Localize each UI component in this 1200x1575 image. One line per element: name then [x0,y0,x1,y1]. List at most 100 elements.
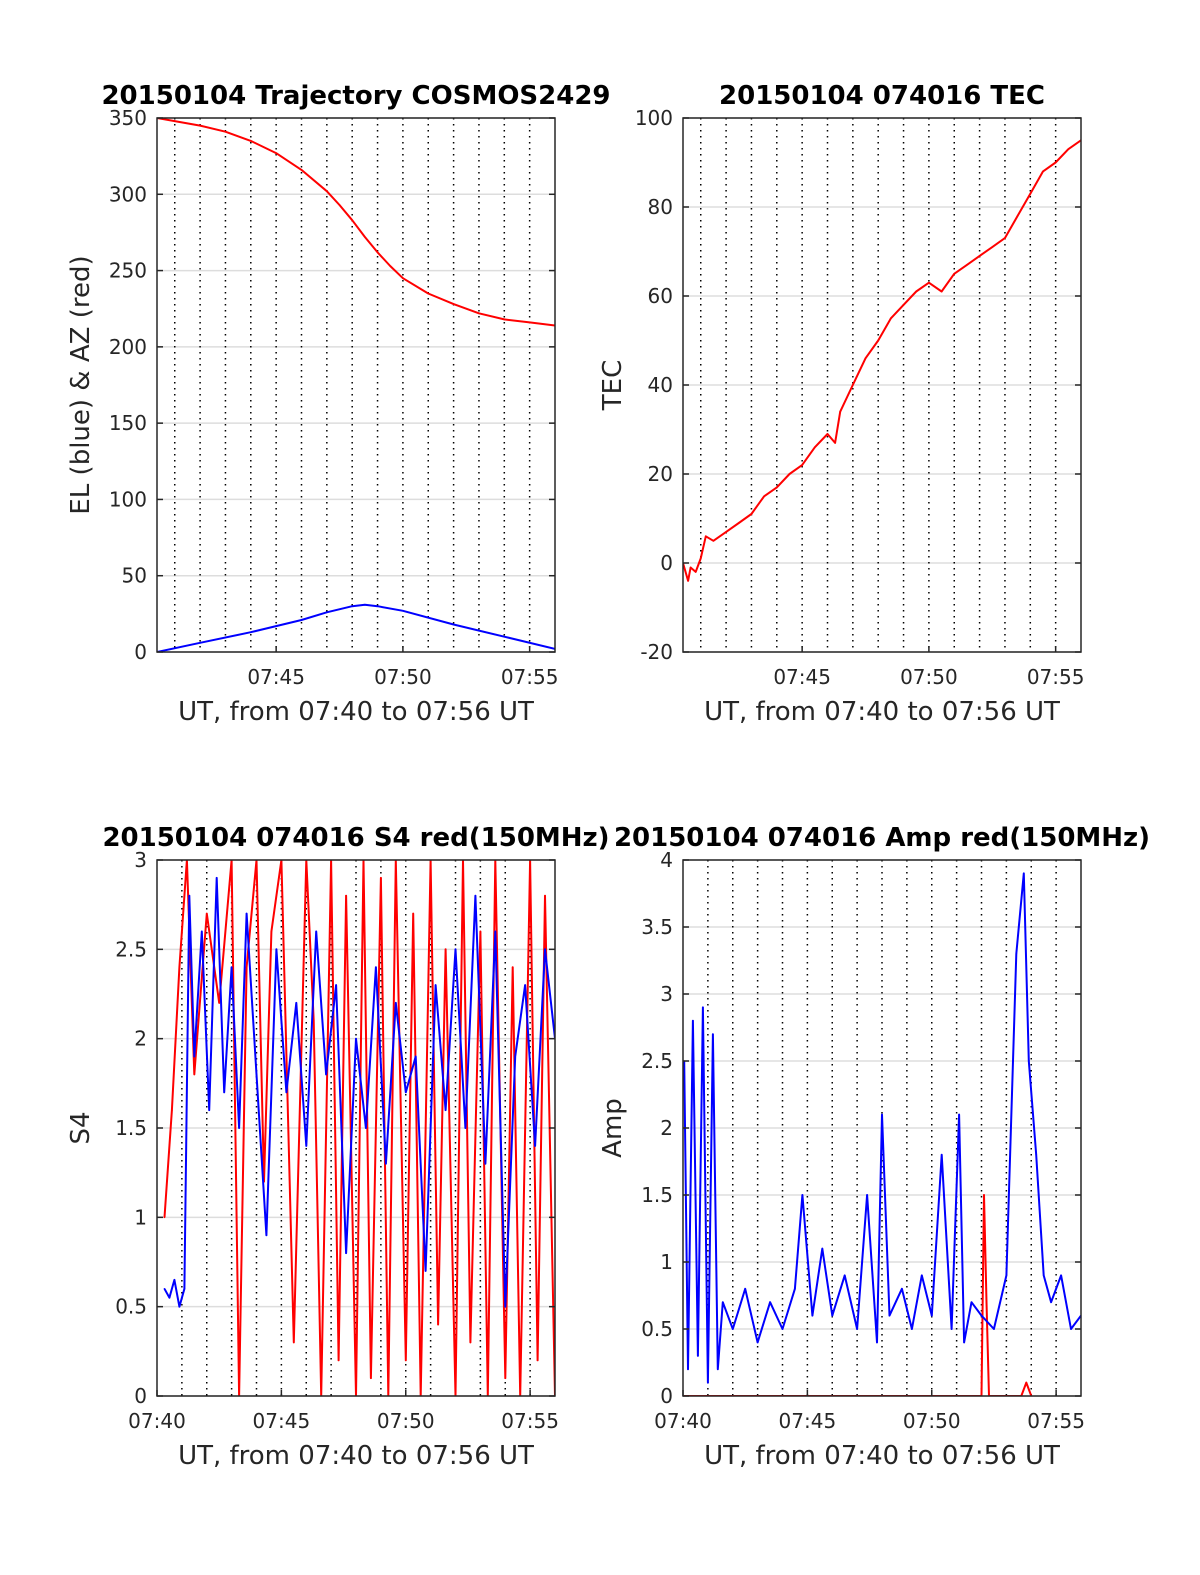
data-point [351,219,353,222]
data-point [412,912,415,915]
data-point [163,1216,166,1219]
y-tick-label: 100 [109,487,147,511]
y-tick-label: 0 [660,551,673,575]
x-axis-label: UT, from 07:40 to 07:56 UT [704,697,1060,727]
data-point [351,605,353,608]
data-point [794,1288,796,1290]
y-tick-label: 50 [122,564,147,588]
data-point [208,1109,211,1111]
data-point [731,1328,734,1330]
data-point [385,1162,387,1165]
y-axis-label: EL (blue) & AZ (red) [66,255,96,514]
data-point [707,1381,709,1384]
data-point [345,1252,347,1254]
x-tick-label: 07:50 [377,1409,435,1433]
data-point [402,277,404,280]
data-point [712,539,715,542]
y-tick-label: 200 [109,335,147,359]
data-point [888,1314,891,1317]
x-tick-label: 07:55 [501,665,559,689]
data-point [692,1020,694,1022]
data-point [1067,148,1070,150]
data-point [1070,1328,1072,1330]
data-point [911,1328,913,1330]
data-point [705,535,707,538]
y-tick-label: -20 [640,640,673,664]
data-point [902,304,905,306]
y-tick-label: 1 [660,1250,673,1274]
data-point [504,1377,507,1379]
x-tick-label: 07:45 [247,665,305,689]
data-point [801,464,803,466]
data-point [953,272,956,275]
data-point [193,1055,196,1058]
x-tick-label: 07:45 [253,1409,311,1433]
data-point [722,1301,724,1303]
chart-title: 20150104 074016 Amp red(150MHz) [614,823,1150,853]
data-point [821,1247,824,1250]
y-tick-label: 350 [109,106,147,130]
data-point [834,442,836,444]
series-line-1 [157,118,555,327]
data-point [978,255,981,257]
data-point [168,1296,171,1299]
data-point [901,1288,903,1290]
data-point [534,1145,536,1147]
y-tick-label: 0 [134,640,147,664]
data-point [404,1359,407,1362]
data-point [395,1002,397,1004]
data-point [528,321,531,324]
data-point [993,1328,995,1330]
data-point [1060,1274,1062,1277]
data-point [963,1341,965,1344]
data-point [852,384,854,386]
data-point [514,1055,516,1058]
y-tick-label: 150 [109,411,147,435]
data-point [437,1323,439,1326]
data-point [737,522,740,524]
data-point [370,1377,372,1379]
data-point [511,966,514,968]
data-point [469,1341,472,1344]
data-point [687,1368,689,1370]
y-tick-label: 4 [660,848,673,872]
data-point [326,611,328,614]
y-tick-label: 1 [134,1205,147,1229]
data-point [494,930,497,933]
data-point [205,912,208,915]
data-point [245,912,248,915]
data-point [199,642,201,644]
y-tick-label: 3 [134,848,147,872]
data-point [775,486,778,489]
x-tick-label: 07:50 [900,665,958,689]
y-tick-label: 100 [635,106,673,130]
data-point [173,1279,176,1281]
data-point [503,318,506,321]
data-point [694,571,697,573]
data-point [338,204,341,206]
y-tick-label: 2 [134,1027,147,1051]
x-tick-label: 07:40 [128,1409,186,1433]
chart-panel-1: 0 50 100 150 200 250 300 350 07:45 07:50 07:55 2015… [66,81,611,727]
data-point [464,1127,467,1129]
data-point [744,1288,746,1290]
y-axis-label: S4 [66,1111,96,1144]
data-point [966,264,968,266]
data-point [717,1368,719,1370]
data-point [843,1274,846,1277]
data-point [864,357,867,360]
data-point [801,1194,804,1196]
data-point [300,619,303,621]
data-point [503,635,506,638]
data-point [325,1073,327,1076]
data-point [839,410,841,413]
data-point [424,1270,427,1272]
x-tick-label: 07:45 [779,1409,837,1433]
x-axis-label: UT, from 07:40 to 07:56 UT [178,1441,534,1471]
y-tick-label: 0 [134,1384,147,1408]
x-axis-label: UT, from 07:40 to 07:56 UT [178,697,534,727]
y-tick-label: 3 [660,982,673,1006]
data-point [335,984,337,986]
data-point [985,1301,988,1303]
y-tick-label: 60 [648,284,673,308]
